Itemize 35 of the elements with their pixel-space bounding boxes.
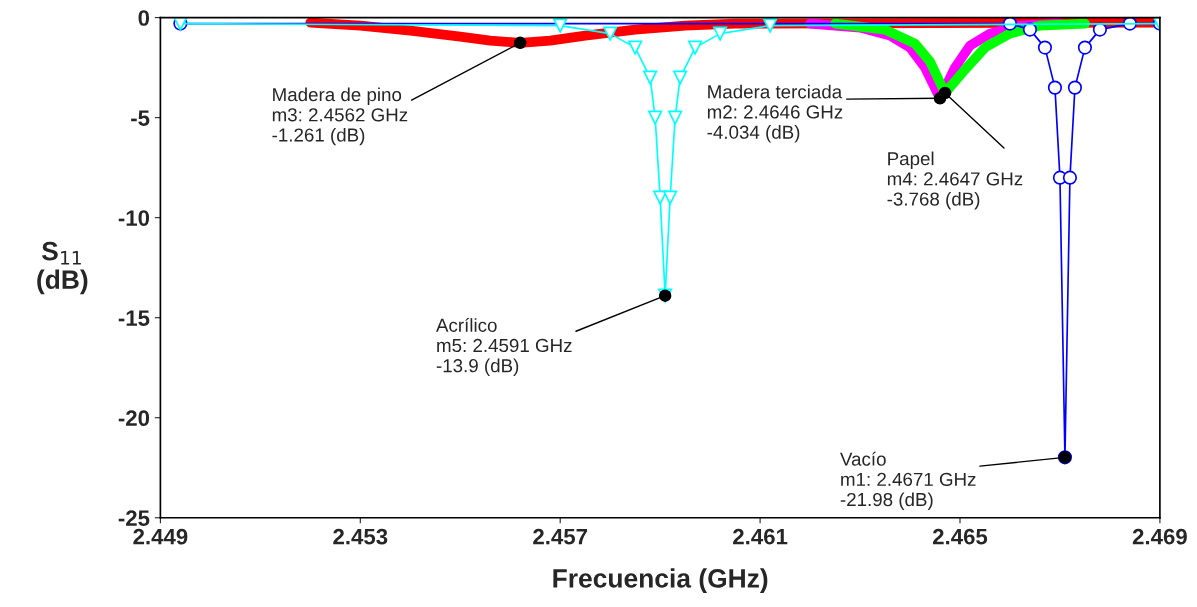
point [1062, 170, 1078, 185]
point [1067, 80, 1083, 95]
x-tick-label: 2.461 [733, 528, 788, 545]
x-tick-label: 2.449 [133, 528, 188, 545]
annotation: Vacío m1: 2.4671 GHz -21.98 (dB) [840, 451, 976, 510]
point [628, 40, 643, 55]
point [688, 40, 703, 55]
point [1077, 40, 1093, 55]
x-axis-title: Frecuencia (GHz) [553, 568, 768, 593]
point [553, 18, 568, 33]
point [713, 26, 728, 41]
point [643, 70, 658, 85]
annotation: Papel m4: 2.4647 GHz -3.768 (dB) [887, 151, 1023, 210]
annotation: Madera de pino m3: 2.4562 GHz -1.261 (dB) [272, 87, 408, 146]
point [1047, 80, 1063, 95]
x-tick-label: 2.457 [533, 528, 588, 545]
point [673, 70, 688, 85]
point [668, 110, 683, 125]
annotation: Madera terciada m2: 2.4646 GHz -4.034 (dB) [707, 84, 843, 143]
point [648, 110, 663, 125]
annotation: Acrílico m5: 2.4591 GHz -13.9 (dB) [436, 317, 572, 377]
y-tick-label: -15 [118, 310, 150, 326]
y-tick-label: -20 [118, 410, 150, 427]
x-tick-label: 2.453 [333, 528, 388, 545]
x-tick-label: 2.465 [932, 528, 988, 545]
y-tick-label: -10 [118, 210, 150, 226]
y-axis-title: S$_{11}$ (dB) [37, 241, 88, 295]
point [763, 18, 778, 33]
point [663, 190, 678, 205]
point [1037, 40, 1053, 55]
y-tick-label: 0 [138, 10, 150, 26]
point [603, 26, 618, 41]
y-tick-label: -25 [118, 510, 150, 527]
x-tick-label: 2.469 [1132, 528, 1187, 545]
y-tick-label: -5 [131, 110, 150, 126]
